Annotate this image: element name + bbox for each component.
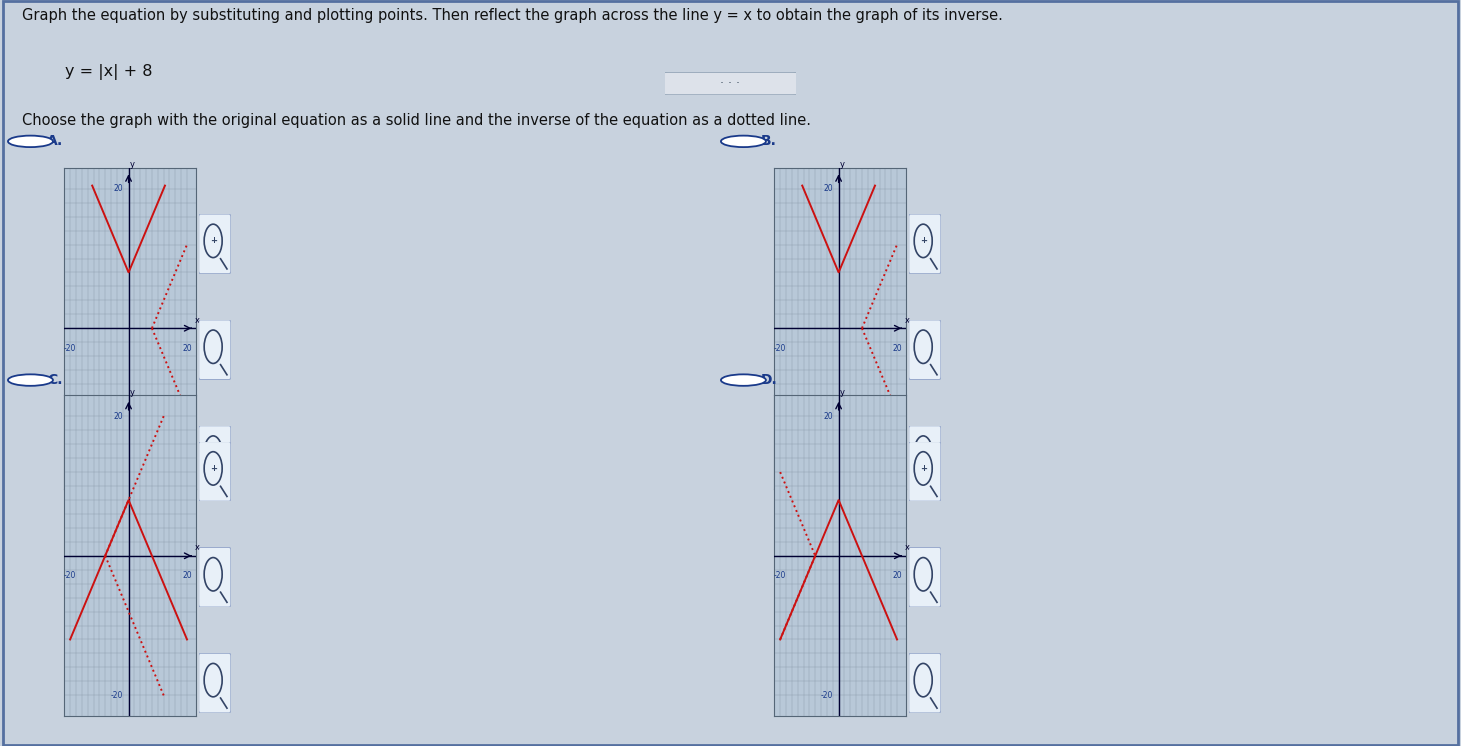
FancyBboxPatch shape	[909, 426, 941, 486]
Circle shape	[7, 374, 53, 386]
FancyBboxPatch shape	[199, 426, 231, 486]
Text: 20: 20	[823, 412, 833, 421]
Text: -20: -20	[774, 344, 786, 353]
Text: +: +	[920, 464, 926, 473]
Text: y: y	[130, 160, 134, 169]
FancyBboxPatch shape	[199, 214, 231, 274]
FancyBboxPatch shape	[199, 653, 231, 713]
Text: x: x	[906, 316, 910, 325]
Text: D.: D.	[760, 373, 777, 387]
Text: x: x	[196, 316, 200, 325]
Text: 20: 20	[112, 412, 123, 421]
Text: y: y	[840, 160, 844, 169]
Circle shape	[720, 136, 766, 147]
Text: +: +	[210, 236, 216, 245]
Text: x: x	[196, 543, 200, 552]
Text: -20: -20	[64, 571, 76, 580]
Text: A.: A.	[47, 134, 64, 148]
Circle shape	[720, 374, 766, 386]
Text: C.: C.	[47, 373, 63, 387]
Text: 20: 20	[112, 184, 123, 193]
Text: x: x	[906, 543, 910, 552]
Text: -20: -20	[821, 463, 833, 472]
Text: -20: -20	[821, 691, 833, 700]
Text: y: y	[130, 388, 134, 397]
FancyBboxPatch shape	[657, 72, 804, 95]
FancyBboxPatch shape	[199, 548, 231, 607]
Text: Graph the equation by substituting and plotting points. Then reflect the graph a: Graph the equation by substituting and p…	[22, 8, 1002, 23]
Circle shape	[7, 136, 53, 147]
Text: y: y	[840, 388, 844, 397]
FancyBboxPatch shape	[909, 442, 941, 501]
FancyBboxPatch shape	[909, 214, 941, 274]
Text: y = |x| + 8: y = |x| + 8	[66, 64, 152, 81]
FancyBboxPatch shape	[199, 442, 231, 501]
Text: 20: 20	[893, 571, 901, 580]
Text: 20: 20	[823, 184, 833, 193]
Text: -20: -20	[64, 344, 76, 353]
Text: -20: -20	[111, 463, 123, 472]
FancyBboxPatch shape	[909, 653, 941, 713]
Text: -20: -20	[111, 691, 123, 700]
FancyBboxPatch shape	[909, 320, 941, 380]
Text: 20: 20	[183, 344, 191, 353]
Text: +: +	[920, 236, 926, 245]
Text: -20: -20	[774, 571, 786, 580]
Text: B.: B.	[760, 134, 776, 148]
Text: 20: 20	[183, 571, 191, 580]
Text: 20: 20	[893, 344, 901, 353]
Text: · · ·: · · ·	[720, 77, 741, 90]
FancyBboxPatch shape	[909, 548, 941, 607]
FancyBboxPatch shape	[199, 320, 231, 380]
Text: +: +	[210, 464, 216, 473]
Text: Choose the graph with the original equation as a solid line and the inverse of t: Choose the graph with the original equat…	[22, 113, 811, 128]
